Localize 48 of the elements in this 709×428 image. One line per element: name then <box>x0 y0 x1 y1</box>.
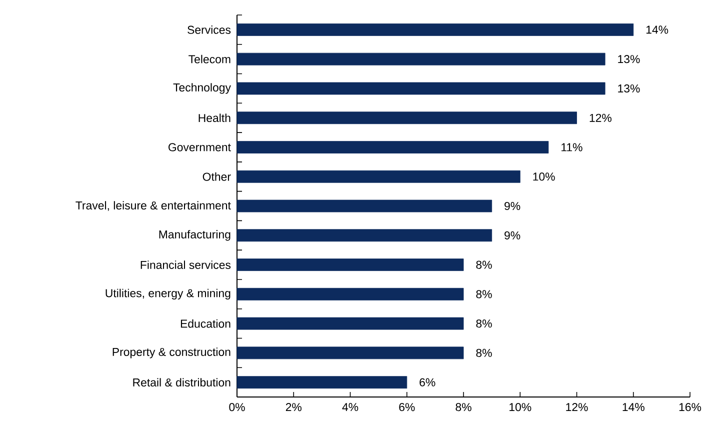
x-tick-label: 4% <box>342 403 358 412</box>
bar <box>236 317 464 330</box>
data-label: 8% <box>476 260 492 269</box>
y-tick-label: Financial services <box>140 260 231 269</box>
bar <box>236 82 606 95</box>
x-tick-label: 6% <box>399 403 415 412</box>
data-label: 9% <box>504 231 520 240</box>
bar <box>236 112 577 124</box>
y-tick-label: Technology <box>173 83 231 94</box>
y-tick-label: Health <box>198 114 230 122</box>
y-tick-label: Services <box>188 25 231 34</box>
bar <box>236 229 492 242</box>
data-label: 10% <box>533 172 555 181</box>
x-tick-label: 8% <box>456 403 472 412</box>
x-tick-label: 10% <box>510 403 532 412</box>
bar <box>236 346 464 360</box>
bar <box>236 52 606 66</box>
data-label: 9% <box>504 202 520 210</box>
data-label: 8% <box>476 319 492 328</box>
data-label: 14% <box>646 26 668 34</box>
y-tick-label: Property & construction <box>112 348 230 358</box>
bar <box>236 200 492 212</box>
data-label: 8% <box>476 290 492 298</box>
bar <box>236 23 634 36</box>
bar <box>236 141 549 154</box>
y-tick-label: Retail & distribution <box>133 378 230 387</box>
y-tick-label: Education <box>180 319 230 328</box>
x-tick-label: 16% <box>679 403 702 412</box>
data-label: 13% <box>618 55 640 64</box>
x-tick-label: 0% <box>229 403 245 412</box>
x-tick-label: 12% <box>566 403 588 412</box>
x-tick-label: 14% <box>622 403 644 412</box>
y-tick-label: Travel, leisure & entertainment <box>76 201 231 211</box>
bar <box>236 258 464 271</box>
bar <box>236 170 520 183</box>
bar <box>236 288 464 300</box>
y-tick-label: Other <box>202 172 231 181</box>
y-tick-label: Telecom <box>188 54 230 64</box>
data-label: 8% <box>476 348 492 357</box>
y-tick-label: Government <box>168 143 231 152</box>
data-label: 11% <box>562 143 582 152</box>
data-label: 13% <box>618 84 640 93</box>
x-tick-label: 2% <box>286 403 302 412</box>
y-tick-label: Utilities, energy & mining <box>106 288 230 300</box>
y-tick-label: Manufacturing <box>159 230 230 241</box>
data-label: 6% <box>420 378 436 386</box>
data-label: 12% <box>590 114 612 122</box>
bar <box>236 376 408 389</box>
